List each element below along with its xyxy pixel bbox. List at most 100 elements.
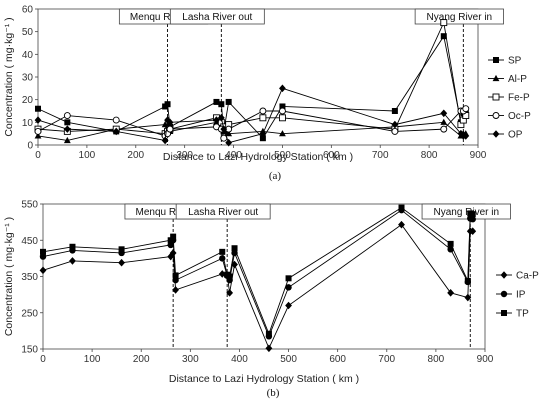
data-point-sp [259,135,266,142]
x-axis-label: Distance to Lazi Hydrology Station ( km … [169,373,359,385]
y-tick-label: 550 [21,200,38,211]
data-point-tp [285,275,292,282]
data-point-sp [164,101,171,108]
y-tick-label: 350 [21,272,38,283]
x-tick-label: 0 [40,354,46,365]
data-point-tp [464,277,471,284]
data-point-oc-p [112,116,120,124]
data-point-sp [391,108,398,114]
x-tick-label: 500 [280,354,297,365]
x-axis-label: Distance to Lazi Hydrology Station ( km … [163,151,353,163]
annotation-label: Lasha River out [188,207,258,218]
y-tick-label: 40 [22,50,34,61]
data-point-tp [219,248,226,255]
data-point-al-p [440,118,448,125]
series-line-tp [42,207,473,336]
data-point-ca-p [464,293,472,302]
data-point-op [166,118,174,127]
data-point-sp [213,98,220,105]
legend-marker [500,290,508,298]
data-point-op [63,125,71,133]
data-point-ca-p [69,257,76,265]
panel-label: (b) [267,387,280,399]
data-point-ip [285,284,292,291]
legend-label: SP [508,56,522,67]
x-tick-label: 500 [274,150,291,161]
data-point-ip [469,216,476,223]
series-line-ip [42,209,473,338]
annotation-label: Lasha River out [182,12,252,23]
series-line-ca-p [42,224,473,350]
data-point-op [440,109,448,118]
data-point-oc-p [462,105,470,113]
y-tick-label: 150 [21,345,38,356]
annotation-label: Menqu River in [130,12,197,23]
data-point-oc-p [259,107,267,115]
legend-label: TP [516,309,529,320]
legend-marker [492,112,500,119]
data-point-op [225,138,233,147]
data-point-ca-p [218,270,226,278]
data-point-op [259,129,267,138]
annotation-box [421,203,511,220]
data-point-op [279,84,286,93]
data-point-ip [39,253,47,260]
annotation-box [169,8,265,25]
x-tick-label: 600 [329,354,346,365]
data-point-ca-p [398,220,405,229]
legend-label: OP [508,130,523,141]
data-point-oc-p [166,125,174,133]
data-point-tp [118,246,125,253]
x-tick-label: 100 [79,150,96,161]
data-point-tp [398,204,405,211]
data-point-sp [64,119,71,126]
data-point-ca-p [39,266,47,275]
x-tick-label: 400 [231,354,248,365]
data-point-ca-p [265,344,273,353]
annotation-box [414,8,504,25]
legend-label: Ca-P [516,271,539,282]
plot-frame [37,8,479,146]
data-point-ca-p [172,286,179,294]
legend-marker [500,271,508,279]
annotation-label: Nyang River in [427,12,493,23]
y-tick-label: 50 [22,27,34,38]
chart-panel-b: 0 100 200 300 400 500 600 700 800 900 150 250 350 450… [3,200,539,400]
data-point-op [161,136,169,145]
data-point-al-p [34,132,42,139]
data-point-ca-p [167,252,175,261]
data-point-op [34,116,42,124]
x-tick-label: 700 [378,354,395,365]
y-tick-label: 20 [22,95,34,106]
data-point-op [391,120,399,129]
data-point-ca-p [231,260,238,269]
x-tick-label: 400 [225,150,242,161]
data-point-tp [69,243,76,250]
legend-marker [493,57,499,63]
data-point-op [220,125,228,133]
x-tick-label: 900 [477,354,494,365]
data-point-al-p [279,130,286,137]
data-point-ip [172,276,179,284]
y-tick-label: 250 [21,308,38,319]
data-point-tp [231,245,238,252]
data-point-tp [40,248,46,255]
legend-marker [501,310,507,316]
data-point-ca-p [285,301,292,310]
data-point-al-p [225,130,233,137]
data-point-sp [440,33,447,40]
data-point-oc-p [391,127,399,135]
x-tick-label: 300 [182,354,199,365]
x-tick-label: 200 [133,354,150,365]
legend-label: Oc-P [508,111,531,122]
data-point-oc-p [34,127,42,135]
data-point-op [462,132,470,140]
data-point-sp [225,98,232,105]
x-tick-label: 300 [176,150,193,161]
data-point-ca-p [169,249,177,257]
data-point-ca-p [469,227,477,235]
annotation-box [175,203,271,220]
data-point-sp [35,105,41,112]
data-point-tp [265,330,272,337]
